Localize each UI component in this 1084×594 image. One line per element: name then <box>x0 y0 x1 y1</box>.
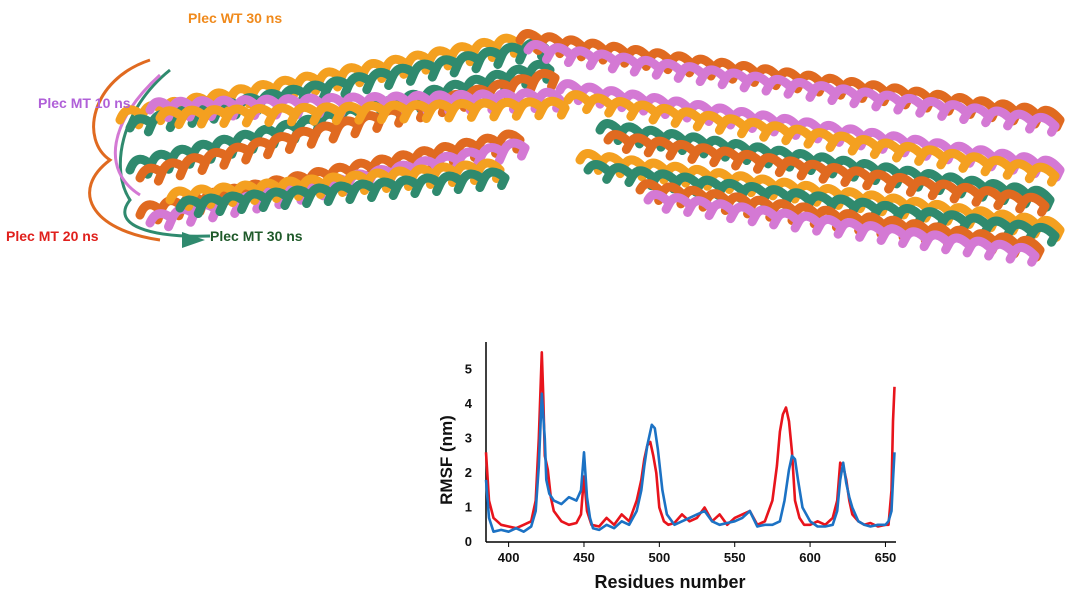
y-tick-label: 5 <box>465 362 472 377</box>
helix-right-b-2 <box>583 160 1060 247</box>
helix-right-b-1 <box>563 90 1060 187</box>
x-tick-label: 650 <box>875 550 897 565</box>
helix-right-b-0 <box>523 40 1060 137</box>
y-tick-label: 3 <box>465 431 472 446</box>
y-tick-label: 1 <box>465 500 472 515</box>
label-plec-mt-30ns: Plec MT 30 ns <box>210 228 303 244</box>
helix-left-b-4 <box>175 167 510 218</box>
label-plec-mt-10ns: Plec MT 10 ns <box>38 95 131 111</box>
series-line-0 <box>484 351 896 530</box>
label-plec-mt-20ns: Plec MT 20 ns <box>6 228 99 244</box>
loop-orange <box>88 58 161 242</box>
y-tick-label: 4 <box>465 396 473 411</box>
rmsf-chart: 400 450 500 550 600 650 0 1 2 3 4 5 RMSF (nm) Resid… <box>437 342 897 592</box>
protein-structure-image <box>88 29 1065 267</box>
helix-right-b-4 <box>643 190 1040 267</box>
y-tick-label: 0 <box>465 534 472 549</box>
loop-magenta <box>113 73 162 197</box>
strand-arrow-icon <box>182 232 205 248</box>
y-axis-label: RMSF (nm) <box>437 415 456 505</box>
label-plec-wt-30ns: Plec WT 30 ns <box>188 10 283 26</box>
plot-area: 400 450 500 550 600 650 0 1 2 3 4 5 <box>465 342 897 565</box>
helix-left-b-3 <box>155 96 570 130</box>
x-tick-label: 600 <box>799 550 821 565</box>
y-tick-label: 2 <box>465 465 472 480</box>
series-line-1 <box>484 392 896 533</box>
x-tick-label: 550 <box>724 550 746 565</box>
x-axis-label: Residues number <box>594 572 745 592</box>
helix-right-b-3 <box>603 130 1050 217</box>
x-tick-label: 500 <box>648 550 670 565</box>
x-tick-label: 450 <box>573 550 595 565</box>
x-tick-label: 400 <box>498 550 520 565</box>
